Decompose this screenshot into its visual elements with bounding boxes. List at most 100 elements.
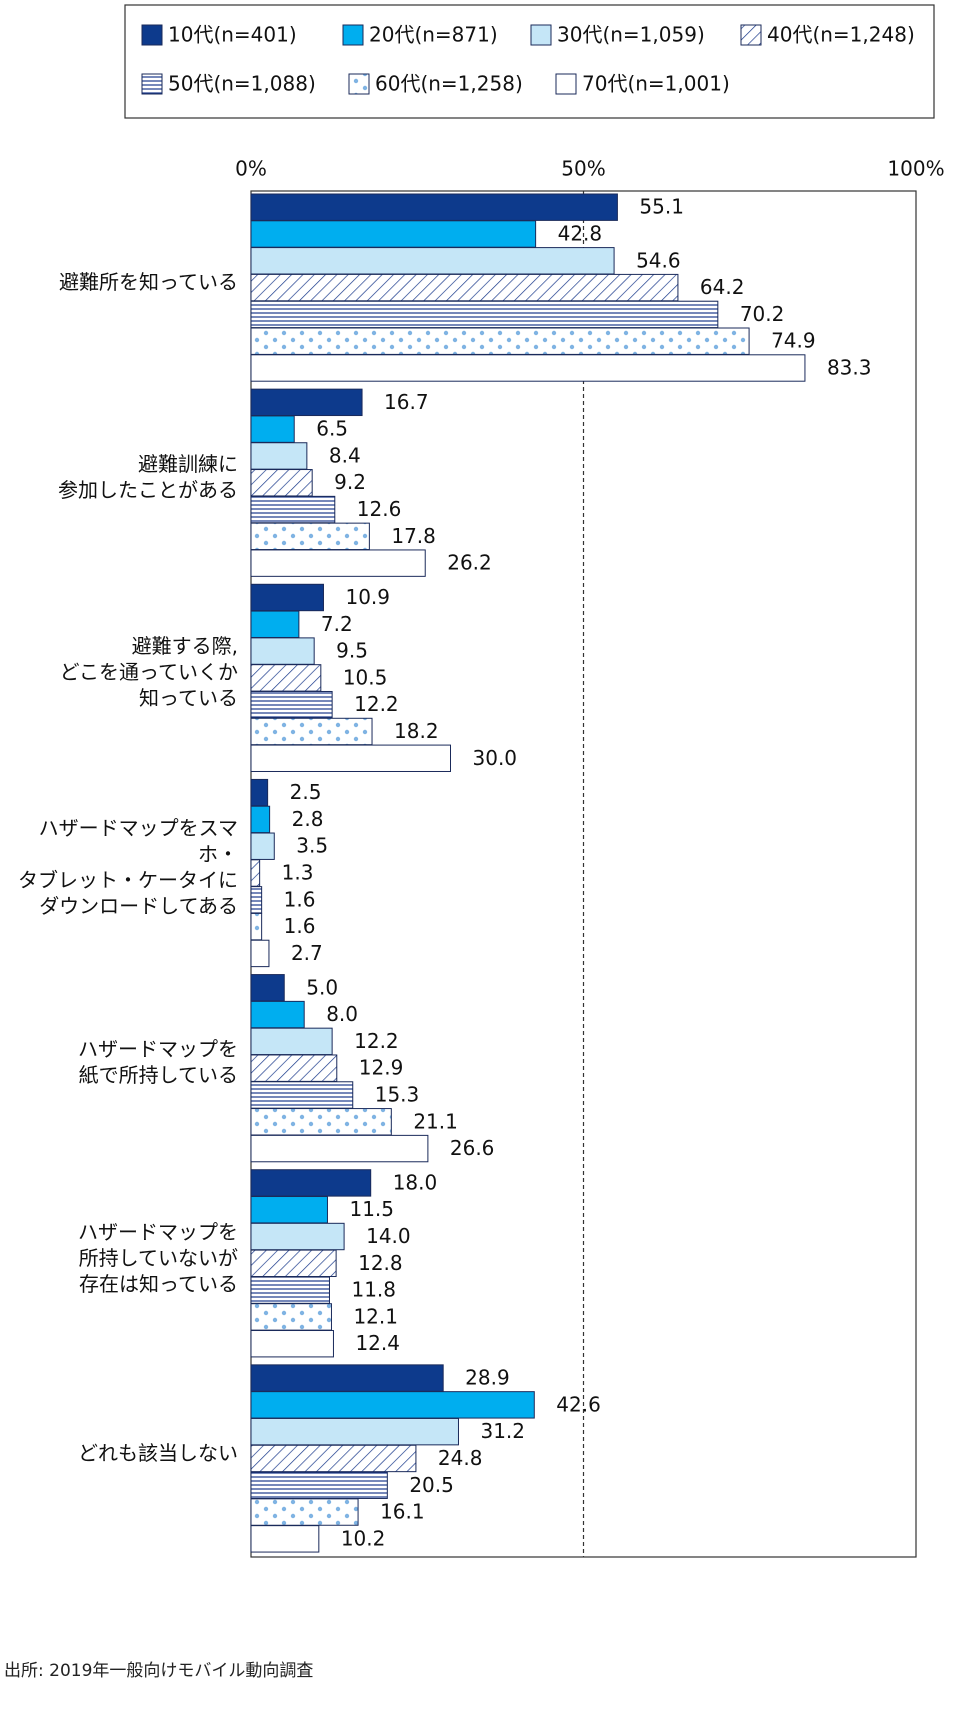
bar	[250, 1134, 429, 1163]
value-label: 42.6	[556, 1392, 601, 1416]
value-label: 64.2	[700, 275, 745, 299]
category-label: ハザードマップを 所持していないが 存在は知っている	[78, 1219, 238, 1296]
value-label: 20.5	[409, 1473, 454, 1497]
value-label: 15.3	[375, 1082, 420, 1106]
value-label: 24.8	[438, 1446, 483, 1470]
value-label: 54.6	[636, 248, 681, 272]
legend-label: 30代(n=1,059)	[557, 23, 705, 47]
legend-label: 10代(n=401)	[168, 23, 297, 47]
value-label: 7.2	[321, 612, 353, 636]
legend-swatch	[342, 24, 364, 46]
bar	[250, 1330, 334, 1358]
value-label: 8.0	[326, 1002, 358, 1026]
bar	[250, 273, 679, 302]
bar	[250, 974, 285, 1002]
bar	[250, 300, 719, 329]
value-label: 12.6	[357, 497, 402, 521]
bar	[250, 637, 315, 665]
value-label: 5.0	[306, 975, 338, 999]
bar	[250, 522, 370, 551]
value-label: 14.0	[366, 1224, 411, 1248]
x-tick-label: 0%	[235, 157, 267, 181]
category-label: 避難訓練に 参加したことがある	[58, 451, 238, 502]
value-label: 42.8	[558, 222, 603, 246]
value-label: 18.0	[393, 1170, 438, 1194]
bar	[250, 1249, 337, 1278]
value-label: 9.5	[336, 639, 368, 663]
value-label: 21.1	[413, 1109, 458, 1133]
source: 出所: 2019年一般向けモバイル動向調査	[4, 1661, 314, 1681]
value-label: 12.2	[354, 692, 399, 716]
category-label: 避難する際, どこを通っていくか 知っている	[59, 634, 238, 711]
bar	[250, 1498, 359, 1526]
value-label: 8.4	[329, 443, 361, 467]
bar	[250, 1444, 417, 1473]
value-label: 18.2	[394, 719, 439, 743]
legend-swatch	[740, 24, 762, 46]
legend-swatch	[555, 73, 577, 95]
bar	[250, 778, 269, 807]
legend-swatch	[141, 24, 163, 46]
value-label: 83.3	[827, 356, 872, 380]
legend-swatch	[141, 73, 163, 95]
value-label: 17.8	[391, 524, 436, 548]
value-label: 28.9	[465, 1366, 510, 1390]
bar	[250, 469, 313, 497]
value-label: 2.8	[292, 807, 324, 831]
value-label: 55.1	[639, 195, 684, 219]
category-label: どれも該当しない	[78, 1440, 238, 1465]
value-label: 11.5	[349, 1197, 394, 1221]
bar	[250, 886, 263, 914]
bar	[250, 354, 806, 382]
bar	[250, 1169, 372, 1197]
value-label: 26.2	[447, 551, 492, 575]
x-tick-label: 50%	[561, 157, 605, 181]
bar	[250, 805, 271, 834]
bar	[250, 1525, 320, 1553]
bar	[250, 1471, 388, 1499]
x-tick-label: 100%	[887, 157, 944, 181]
bar	[250, 832, 275, 860]
bar	[250, 1276, 330, 1304]
bar	[250, 1054, 338, 1082]
bar	[250, 912, 263, 941]
value-label: 1.3	[282, 861, 314, 885]
value-label: 12.4	[355, 1331, 400, 1355]
legend-box	[124, 4, 935, 119]
legend-label: 70代(n=1,001)	[582, 72, 730, 96]
bar	[250, 1391, 535, 1419]
bar	[250, 1108, 392, 1136]
category-label: ハザードマップを 紙で所持している	[78, 1037, 238, 1088]
bar	[250, 220, 537, 248]
value-label: 30.0	[473, 746, 518, 770]
bar	[250, 193, 618, 221]
bar	[250, 442, 308, 470]
legend-swatch	[530, 24, 552, 46]
value-label: 9.2	[334, 470, 366, 494]
bar	[250, 610, 300, 638]
category-label: 避難所を知っている	[59, 269, 238, 294]
legend-label: 50代(n=1,088)	[168, 72, 316, 96]
bar	[250, 1196, 328, 1224]
value-label: 31.2	[480, 1419, 525, 1443]
value-label: 26.6	[450, 1136, 495, 1160]
value-label: 6.5	[316, 417, 348, 441]
bar	[250, 1027, 333, 1056]
value-label: 2.7	[291, 941, 323, 965]
value-label: 12.8	[358, 1251, 403, 1275]
bar	[250, 690, 333, 719]
category-label: ハザードマップをスマホ・ タブレット・ケータイに ダウンロードしてある	[18, 816, 238, 919]
legend-label: 40代(n=1,248)	[767, 23, 915, 47]
value-label: 11.8	[351, 1278, 396, 1302]
bar	[250, 388, 363, 417]
bar	[250, 1417, 459, 1446]
value-label: 10.2	[341, 1526, 386, 1550]
bar	[250, 549, 426, 577]
value-label: 3.5	[296, 834, 328, 858]
bar	[250, 1364, 444, 1392]
value-label: 2.5	[290, 780, 322, 804]
value-label: 12.2	[354, 1029, 399, 1053]
bar	[250, 415, 295, 443]
